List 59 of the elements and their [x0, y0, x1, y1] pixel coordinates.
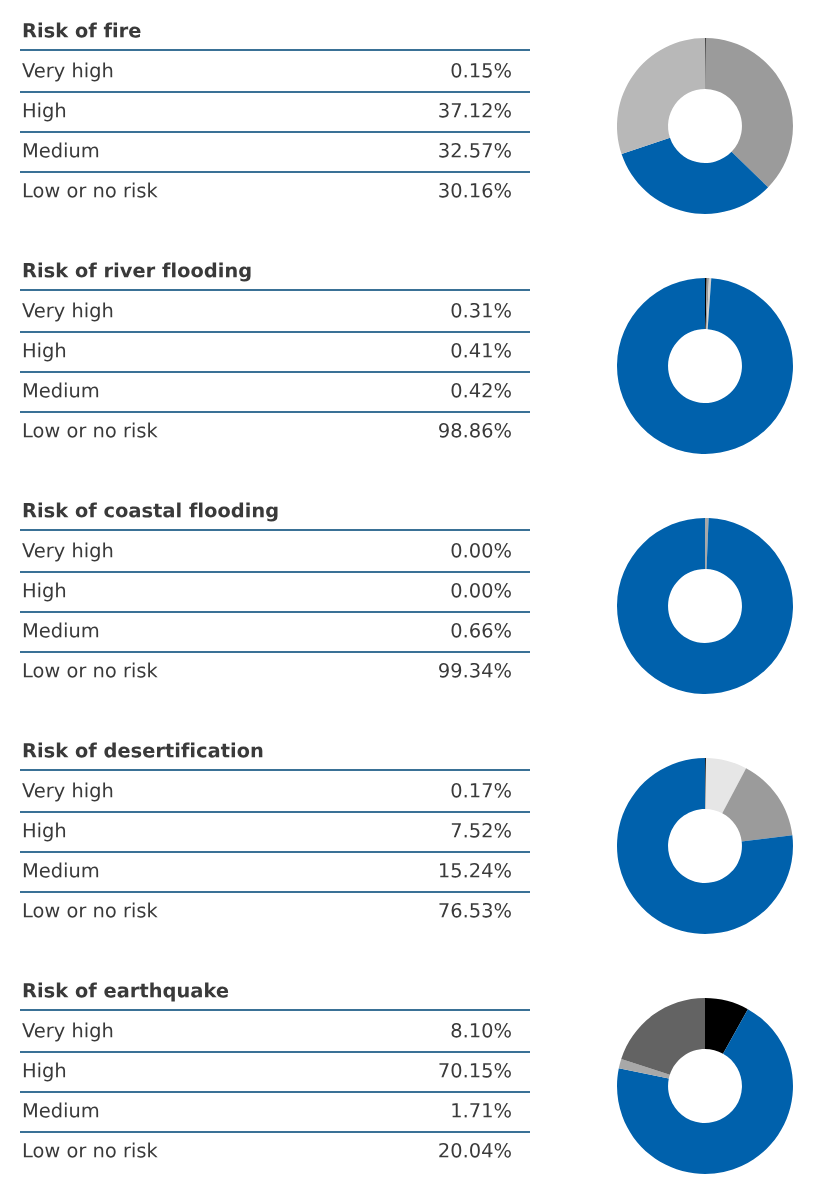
- category-label: High: [23, 1062, 66, 1082]
- text: Risk of river flooding: [23, 262, 251, 282]
- text: 15.24%: [439, 862, 511, 878]
- text: Risk of fire: [23, 22, 141, 38]
- text: 0.17%: [451, 782, 511, 798]
- donut-slice: [705, 998, 748, 1054]
- category-label: Medium: [23, 862, 99, 878]
- donut-slice: [706, 278, 712, 330]
- category-label: Low or no risk: [23, 662, 158, 678]
- donut-slice: [617, 278, 793, 454]
- text: 7.52%: [451, 822, 511, 838]
- category-label: Very high: [22, 782, 113, 802]
- text: Risk of coastal flooding: [23, 502, 278, 522]
- text: 8.10%: [451, 1022, 511, 1038]
- category-label: Medium: [23, 382, 99, 398]
- text: 0.31%: [451, 302, 511, 318]
- text: 0.42%: [451, 382, 511, 398]
- donut-slice: [722, 768, 793, 842]
- donut-slice: [617, 758, 793, 934]
- category-label: Medium: [23, 622, 99, 638]
- text: 30.16%: [439, 182, 511, 198]
- category-label: Very high: [22, 1022, 113, 1042]
- category-label: High: [23, 582, 66, 602]
- category-label: Very high: [22, 542, 113, 562]
- category-label: High: [23, 822, 66, 842]
- donut-slice: [705, 38, 793, 188]
- category-label: Very high: [22, 302, 113, 322]
- donut-slice: [617, 1009, 793, 1174]
- text: 32.57%: [439, 142, 511, 158]
- category-label: Medium: [23, 1102, 99, 1118]
- donut-slice: [617, 518, 793, 694]
- text: 99.34%: [439, 662, 511, 678]
- category-label: High: [23, 342, 66, 362]
- donut-slice: [705, 518, 709, 570]
- donut-slice: [705, 758, 747, 814]
- text: Risk of earthquake: [23, 982, 229, 1002]
- category-label: Medium: [23, 142, 99, 158]
- text: 0.41%: [451, 342, 511, 358]
- text: 1.71%: [452, 1102, 511, 1118]
- category-label: Very high: [22, 62, 113, 82]
- donut-slice: [621, 998, 705, 1075]
- category-label: Low or no risk: [23, 182, 158, 198]
- text: 0.00%: [451, 582, 511, 598]
- text: 76.53%: [439, 902, 511, 918]
- category-label: Low or no risk: [23, 422, 158, 438]
- text: 0.15%: [451, 62, 511, 78]
- text: 37.12%: [439, 102, 511, 118]
- text: 70.15%: [439, 1062, 511, 1078]
- text: 0.00%: [451, 542, 511, 558]
- text: Risk of desertification: [23, 742, 263, 758]
- donut-slice: [621, 137, 769, 214]
- category-label: Low or no risk: [23, 1142, 158, 1158]
- text: 98.86%: [439, 422, 511, 438]
- category-label: Low or no risk: [23, 902, 158, 918]
- category-label: High: [23, 102, 66, 122]
- text: 20.04%: [439, 1142, 511, 1158]
- text: 0.66%: [451, 622, 511, 638]
- donut-slice: [618, 1059, 670, 1079]
- donut-slice: [617, 38, 705, 155]
